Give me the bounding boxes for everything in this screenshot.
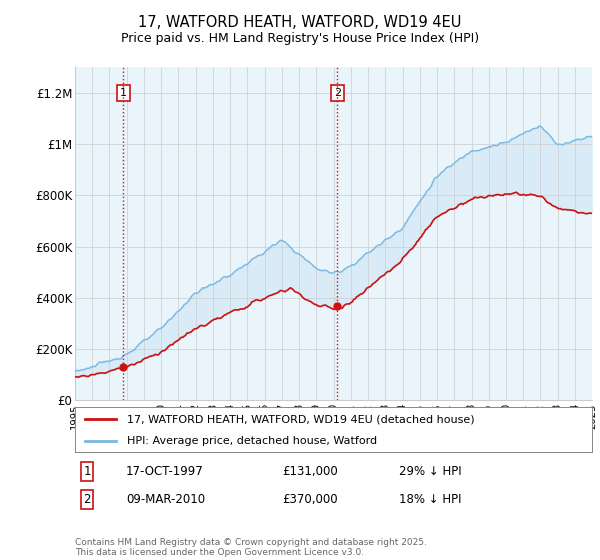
Text: Contains HM Land Registry data © Crown copyright and database right 2025.
This d: Contains HM Land Registry data © Crown c… (75, 538, 427, 557)
Text: 2: 2 (334, 88, 341, 98)
Text: 2: 2 (83, 493, 91, 506)
Text: 1: 1 (119, 88, 127, 98)
Text: £370,000: £370,000 (282, 493, 338, 506)
Text: Price paid vs. HM Land Registry's House Price Index (HPI): Price paid vs. HM Land Registry's House … (121, 32, 479, 45)
Text: HPI: Average price, detached house, Watford: HPI: Average price, detached house, Watf… (127, 436, 377, 446)
Text: 18% ↓ HPI: 18% ↓ HPI (399, 493, 461, 506)
Text: 09-MAR-2010: 09-MAR-2010 (126, 493, 205, 506)
Text: £131,000: £131,000 (282, 465, 338, 478)
Text: 17-OCT-1997: 17-OCT-1997 (126, 465, 204, 478)
Text: 17, WATFORD HEATH, WATFORD, WD19 4EU: 17, WATFORD HEATH, WATFORD, WD19 4EU (139, 15, 461, 30)
Text: 17, WATFORD HEATH, WATFORD, WD19 4EU (detached house): 17, WATFORD HEATH, WATFORD, WD19 4EU (de… (127, 414, 475, 424)
Text: 1: 1 (83, 465, 91, 478)
Text: 29% ↓ HPI: 29% ↓ HPI (399, 465, 461, 478)
